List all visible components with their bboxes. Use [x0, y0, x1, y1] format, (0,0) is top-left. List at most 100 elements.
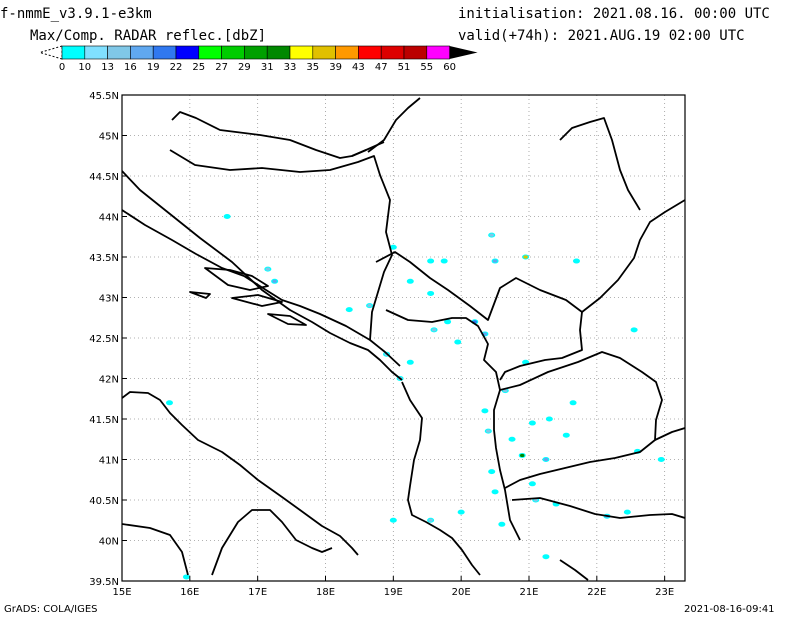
lat-tick-label: 40N	[99, 537, 119, 548]
product-title: Max/Comp. RADAR reflec.[dbZ]	[30, 28, 267, 44]
colorbar-label: 51	[398, 62, 411, 73]
colorbar-swatch	[289, 45, 314, 60]
initialisation-time: initialisation: 2021.08.16. 00:00 UTC	[458, 6, 770, 22]
colorbar-swatch	[84, 45, 108, 60]
istria-croatia-coastline	[171, 111, 367, 159]
lat-tick-label: 40.5N	[89, 496, 119, 507]
colorbar-label: 35	[306, 62, 319, 73]
radar-echo	[657, 457, 665, 462]
colorbar-swatch	[61, 45, 86, 60]
colorbar-label: 16	[124, 62, 137, 73]
radar-echo-core	[492, 259, 498, 263]
radar-echo	[528, 420, 536, 426]
colorbar-swatch	[335, 45, 359, 60]
radar-echo	[569, 400, 577, 406]
colorbar-swatch	[380, 45, 405, 60]
radar-echo	[528, 481, 536, 487]
adriatic-island	[231, 294, 283, 307]
croatia-north-border	[351, 141, 385, 157]
colorbar-label: 33	[284, 62, 297, 73]
radar-echo	[444, 319, 452, 325]
lat-tick-label: 42N	[99, 375, 119, 386]
lon-tick-label: 18E	[316, 587, 335, 598]
lat-tick-label: 39.5N	[89, 577, 119, 588]
colorbar-swatch	[221, 45, 245, 60]
radar-echo	[440, 258, 448, 264]
radar-echo	[223, 214, 231, 219]
radar-echo	[427, 290, 435, 296]
radar-echo	[623, 509, 631, 515]
radar-echo-core	[431, 328, 437, 332]
colorbar-low-arrow	[38, 45, 63, 60]
colorbar-swatch	[426, 45, 450, 60]
colorbar-label: 31	[261, 62, 274, 73]
colorbar-swatch	[312, 45, 336, 60]
colorbar-label: 55	[420, 62, 433, 73]
lat-tick-label: 43.5N	[89, 253, 119, 264]
colorbar-swatch	[107, 45, 131, 60]
lon-tick-label: 15E	[112, 587, 131, 598]
radar-echo	[406, 278, 414, 284]
colorbar-swatch	[403, 45, 428, 60]
radar-echo	[498, 521, 506, 527]
radar-echo	[165, 400, 173, 406]
bulgaria-border	[581, 199, 685, 313]
lon-tick-label: 17E	[248, 587, 267, 598]
lat-tick-label: 41N	[99, 456, 119, 467]
radar-echo	[545, 416, 553, 422]
radar-echo-core	[523, 255, 528, 259]
radar-echo-core	[367, 304, 372, 308]
lon-tick-label: 23E	[655, 587, 674, 598]
radar-echo	[488, 469, 496, 475]
montenegro-border	[385, 309, 501, 391]
greece-border	[654, 427, 685, 441]
colorbar-label: 10	[78, 62, 91, 73]
lon-tick-label: 16E	[180, 587, 199, 598]
colorbar-label: 27	[215, 62, 228, 73]
adriatic-island	[267, 313, 307, 326]
radar-echo	[542, 554, 550, 560]
colorbar-high-arrow	[449, 46, 478, 59]
lat-lon-grid	[122, 95, 685, 581]
radar-echo-core	[265, 267, 271, 271]
radar-echo	[345, 307, 353, 313]
colorbar-swatch	[198, 45, 222, 60]
radar-echo	[406, 359, 414, 365]
colorbar-label: 0	[59, 62, 65, 73]
greece-coast	[511, 497, 685, 519]
puglia-coastline	[122, 391, 359, 556]
radar-echo	[454, 339, 462, 345]
radar-echo-core	[520, 453, 525, 458]
lon-tick-label: 20E	[452, 587, 471, 598]
radar-echo	[572, 258, 580, 264]
radar-echo-core	[272, 279, 277, 283]
lat-tick-label: 42.5N	[89, 334, 119, 345]
colorbar-label: 29	[238, 62, 251, 73]
colorbar-legend: 0 10 13 16 19 22 25 27 29 31 33 35 39 43 47 51 55 60	[38, 45, 478, 73]
colorbar-label: 19	[147, 62, 160, 73]
lat-tick-label: 43N	[99, 294, 119, 305]
colorbar-label: 25	[192, 62, 205, 73]
colorbar-label: 39	[329, 62, 342, 73]
lat-tick-label: 45.5N	[89, 91, 119, 102]
bosnia-border	[169, 149, 393, 341]
colorbar-swatch	[175, 45, 200, 60]
colorbar-label: 13	[101, 62, 114, 73]
calabria-coastline	[122, 523, 189, 576]
colorbar-label: 60	[443, 62, 456, 73]
coastlines-borders	[122, 97, 685, 581]
adriatic-island	[189, 291, 211, 299]
serbia-border	[375, 251, 583, 381]
lat-tick-label: 41.5N	[89, 415, 119, 426]
radar-echo	[508, 436, 516, 442]
radar-echo-core	[486, 429, 491, 433]
lat-tick-label: 44.5N	[89, 172, 119, 183]
radar-echo	[630, 327, 638, 333]
colorbar-label: 22	[170, 62, 183, 73]
lat-tick-label: 44N	[99, 213, 119, 224]
italy-coastline	[122, 170, 403, 381]
colorbar-swatch	[152, 45, 177, 60]
macedonia-border	[499, 351, 663, 489]
radar-echo-core	[489, 233, 494, 237]
